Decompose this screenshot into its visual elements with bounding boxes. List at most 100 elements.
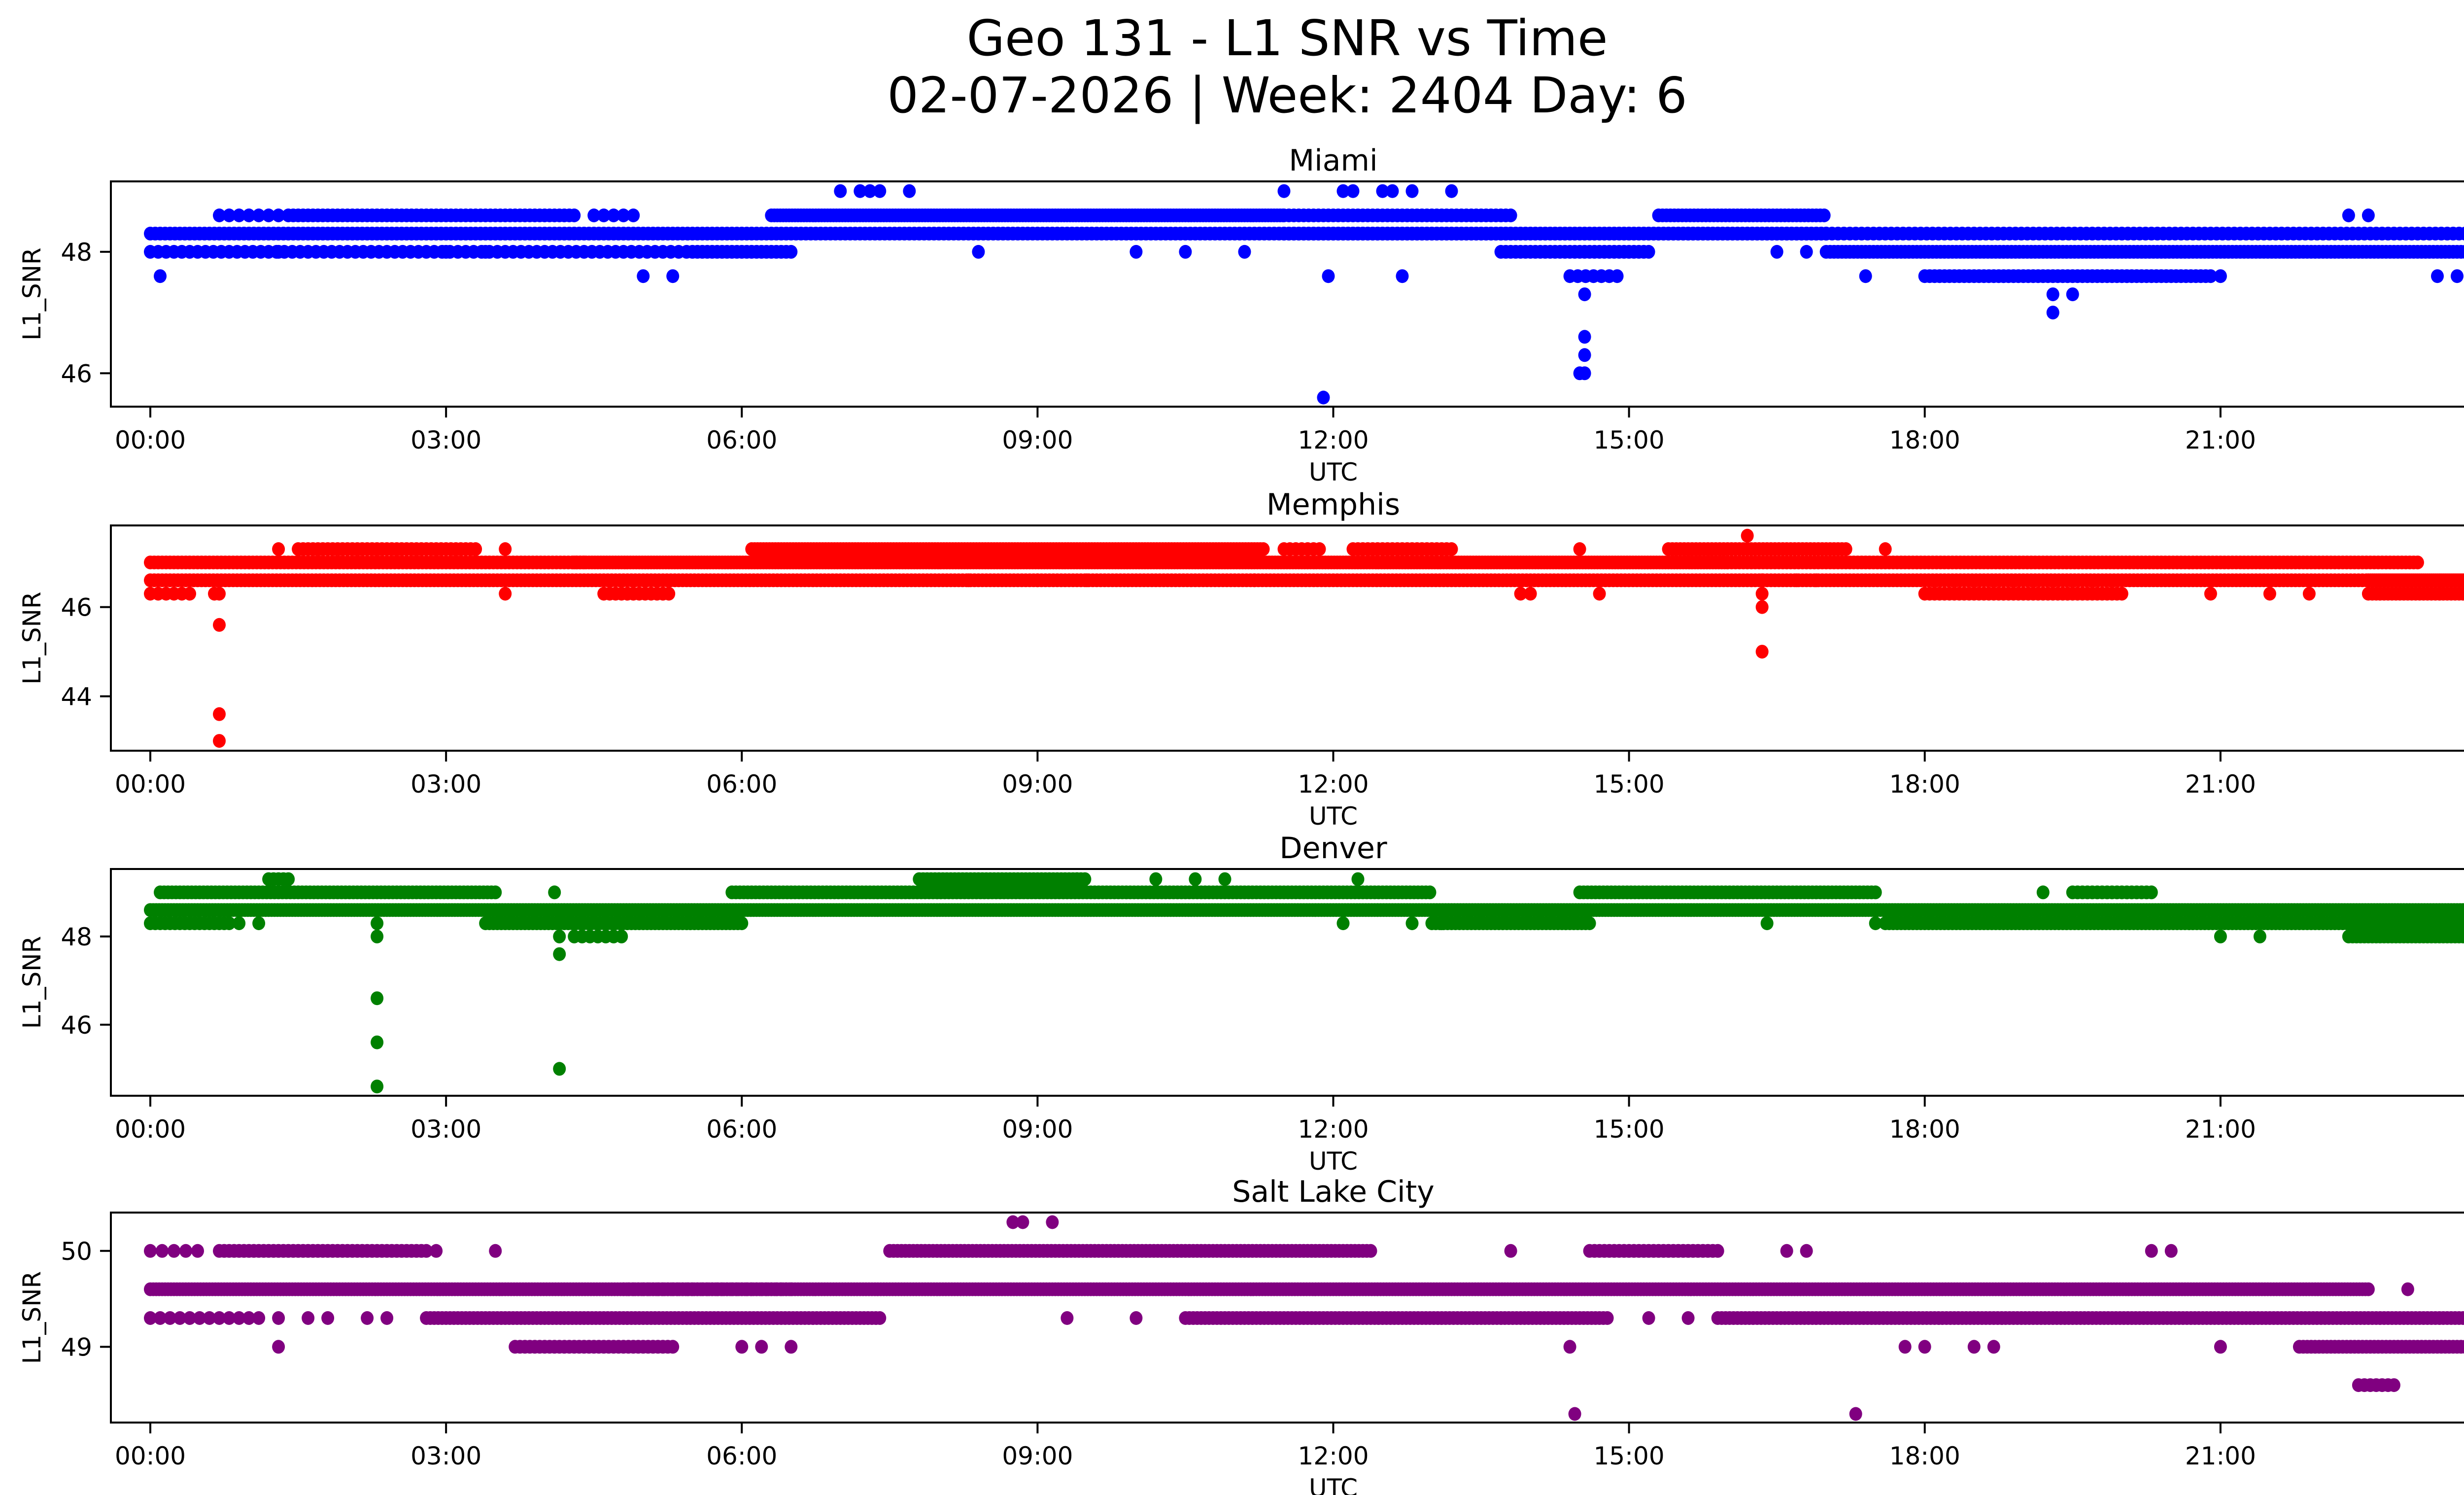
data-point bbox=[1031, 573, 1044, 588]
data-point bbox=[1504, 209, 1517, 222]
x-axis-label: UTC bbox=[1309, 458, 1358, 487]
data-point bbox=[1741, 528, 1754, 543]
data-point bbox=[1524, 587, 1537, 601]
data-point bbox=[213, 734, 226, 748]
data-point bbox=[1423, 885, 1437, 900]
data-point bbox=[873, 184, 887, 198]
data-point bbox=[2451, 269, 2464, 283]
data-point bbox=[553, 1062, 566, 1076]
data-point bbox=[1405, 916, 1419, 931]
data-point bbox=[272, 244, 285, 259]
data-point bbox=[587, 209, 601, 222]
data-point bbox=[1817, 209, 1831, 222]
x-tick-label: 09:00 bbox=[1002, 426, 1073, 454]
data-point bbox=[489, 885, 502, 900]
scatter-series bbox=[144, 1215, 2464, 1421]
y-tick-label: 46 bbox=[61, 1011, 92, 1040]
data-point bbox=[1070, 872, 1084, 886]
figure-title-line2: 02-07-2026 | Week: 2404 Day: 6 bbox=[887, 67, 1687, 124]
data-point bbox=[469, 542, 482, 556]
x-tick-label: 15:00 bbox=[1594, 770, 1665, 799]
data-point bbox=[607, 209, 620, 222]
data-point bbox=[233, 209, 246, 222]
scatter-series bbox=[144, 184, 2464, 405]
x-tick-label: 06:00 bbox=[706, 426, 777, 454]
data-point bbox=[2253, 929, 2266, 943]
data-point bbox=[1386, 184, 1399, 198]
x-tick-label: 03:00 bbox=[411, 1115, 481, 1144]
data-point bbox=[1445, 184, 1458, 198]
y-tick-label: 48 bbox=[61, 923, 92, 951]
data-point bbox=[1755, 587, 1769, 601]
data-point bbox=[371, 991, 384, 1006]
data-point bbox=[242, 209, 256, 222]
data-point bbox=[568, 209, 581, 222]
data-point bbox=[1578, 287, 1591, 302]
data-point bbox=[2361, 209, 2375, 222]
x-tick-label: 15:00 bbox=[1594, 426, 1665, 454]
x-axis-label: UTC bbox=[1309, 1147, 1358, 1176]
data-point bbox=[1238, 244, 1251, 259]
data-point bbox=[1839, 542, 1852, 556]
x-axis-label: UTC bbox=[1309, 802, 1358, 831]
data-point bbox=[371, 1035, 384, 1049]
data-point bbox=[1218, 872, 1232, 886]
data-point bbox=[2046, 287, 2059, 302]
data-point bbox=[2461, 588, 2464, 600]
data-point bbox=[2463, 905, 2464, 915]
data-point bbox=[2214, 929, 2227, 943]
data-point bbox=[2204, 269, 2217, 283]
data-point bbox=[2411, 556, 2424, 570]
data-point bbox=[1760, 916, 1774, 931]
data-point bbox=[183, 587, 196, 601]
data-point bbox=[1149, 872, 1163, 886]
data-point bbox=[1405, 184, 1419, 198]
data-point bbox=[1396, 269, 1409, 283]
data-point bbox=[972, 244, 985, 259]
x-tick-label: 21:00 bbox=[2185, 1115, 2256, 1144]
axes-frame bbox=[110, 868, 2464, 1097]
data-point bbox=[548, 885, 561, 900]
x-tick-label: 18:00 bbox=[1889, 1115, 1960, 1144]
data-point bbox=[499, 542, 512, 556]
data-point bbox=[272, 542, 285, 556]
data-point bbox=[1080, 573, 1094, 588]
data-point bbox=[1248, 573, 1261, 588]
data-point bbox=[615, 929, 628, 943]
data-point bbox=[863, 184, 877, 198]
data-point bbox=[2115, 587, 2128, 601]
data-point bbox=[834, 184, 847, 198]
data-point bbox=[1578, 348, 1591, 362]
data-point bbox=[1755, 645, 1769, 659]
scatter-series bbox=[144, 528, 2464, 748]
data-point bbox=[2066, 287, 2079, 302]
data-point bbox=[1189, 872, 1202, 886]
x-tick-label: 12:00 bbox=[1298, 1115, 1369, 1144]
data-point bbox=[252, 209, 266, 222]
data-point bbox=[1129, 244, 1143, 259]
x-tick-label: 21:00 bbox=[2185, 770, 2256, 799]
x-tick-label: 06:00 bbox=[706, 1115, 777, 1144]
data-point bbox=[213, 587, 226, 601]
data-point bbox=[233, 916, 246, 931]
data-point bbox=[1179, 244, 1192, 259]
data-point bbox=[371, 929, 384, 943]
x-tick-label: 18:00 bbox=[1889, 770, 1960, 799]
data-point bbox=[1277, 184, 1291, 198]
x-tick-label: 15:00 bbox=[1594, 1115, 1665, 1144]
data-point bbox=[371, 916, 384, 931]
data-point bbox=[2342, 209, 2355, 222]
data-point bbox=[785, 244, 798, 259]
figure-title-line1: Geo 131 - L1 SNR vs Time bbox=[967, 9, 1608, 67]
y-tick-label: 46 bbox=[61, 359, 92, 388]
data-point bbox=[2263, 587, 2276, 601]
data-point bbox=[262, 209, 275, 222]
x-tick-label: 00:00 bbox=[115, 770, 186, 799]
data-point bbox=[2302, 587, 2316, 601]
data-point bbox=[1322, 269, 1335, 283]
data-point bbox=[1755, 600, 1769, 614]
data-point bbox=[1810, 573, 1823, 588]
